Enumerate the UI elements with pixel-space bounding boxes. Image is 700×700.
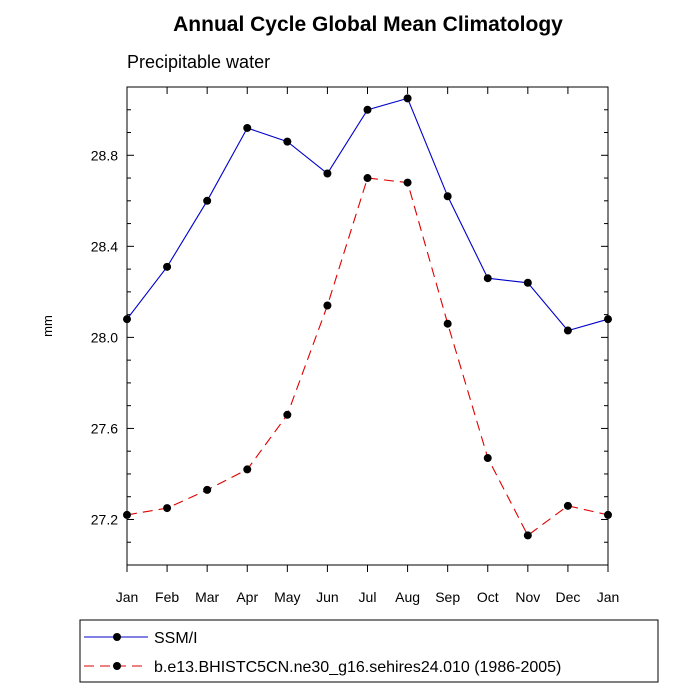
legend-entry: b.e13.BHISTC5CN.ne30_g16.sehires24.010 (… — [154, 659, 561, 676]
x-tick-label: Mar — [195, 589, 219, 605]
data-point — [604, 315, 612, 324]
data-point — [243, 123, 252, 132]
data-point — [323, 169, 332, 178]
x-tick-label: Apr — [236, 589, 258, 605]
data-point — [203, 485, 212, 494]
data-point — [483, 454, 492, 463]
legend-marker — [113, 662, 121, 670]
legend-marker — [113, 633, 121, 641]
series-2 — [123, 174, 612, 540]
y-tick-label: 28.4 — [91, 238, 118, 254]
x-tick-label: Oct — [477, 589, 499, 605]
legend: SSM/I b.e13.BHISTC5CN.ne30_g16.sehires24.… — [79, 619, 659, 683]
x-tick-label: Jul — [359, 589, 377, 605]
data-point — [443, 192, 452, 201]
legend-entry: SSM/I — [154, 630, 198, 647]
data-point — [243, 465, 252, 474]
y-tick-label: 27.2 — [91, 511, 118, 527]
chart-title: Annual Cycle Global Mean Climatology — [173, 13, 563, 36]
data-point — [323, 301, 332, 310]
axis-ticks — [126, 86, 609, 572]
x-tick-label: Jan — [597, 589, 620, 605]
data-point — [283, 410, 292, 419]
x-tick-labels: Jan Feb Mar Apr May Jun Jul Aug Sep Oct Nov Dec Jan — [116, 589, 620, 605]
data-point — [363, 174, 372, 183]
x-tick-label: Dec — [555, 589, 580, 605]
data-point — [163, 262, 172, 271]
x-tick-label: Jan — [116, 589, 139, 605]
series-layer — [123, 94, 612, 540]
x-tick-label: Sep — [435, 589, 460, 605]
y-tick-label: 27.6 — [91, 420, 118, 436]
data-point — [563, 326, 572, 335]
data-point — [443, 319, 452, 328]
x-tick-label: Jun — [316, 589, 339, 605]
series-line — [126, 97, 609, 332]
data-point — [483, 274, 492, 283]
y-tick-label: 28.0 — [91, 329, 118, 345]
y-tick-label: 28.8 — [91, 147, 118, 163]
plot-frame — [126, 86, 609, 566]
data-point — [363, 105, 372, 114]
data-point — [523, 278, 532, 287]
data-point — [163, 504, 172, 513]
x-tick-label: May — [274, 589, 300, 605]
data-point — [604, 510, 612, 519]
legend-box — [79, 619, 659, 683]
data-point — [203, 196, 212, 205]
x-tick-label: Nov — [515, 589, 540, 605]
series-1 — [123, 94, 612, 335]
data-point — [283, 137, 292, 146]
data-point — [403, 178, 412, 187]
y-axis-label: mm — [40, 315, 55, 337]
chart-subtitle: Precipitable water — [127, 52, 270, 72]
x-tick-label: Aug — [395, 589, 420, 605]
data-point — [403, 94, 412, 103]
series-line — [126, 177, 609, 537]
y-tick-labels: 27.2 27.6 28.0 28.4 28.8 — [91, 147, 118, 527]
data-point — [563, 501, 572, 510]
data-point — [123, 315, 131, 324]
x-tick-label: Feb — [155, 589, 179, 605]
data-point — [523, 531, 532, 540]
data-point — [123, 510, 131, 519]
